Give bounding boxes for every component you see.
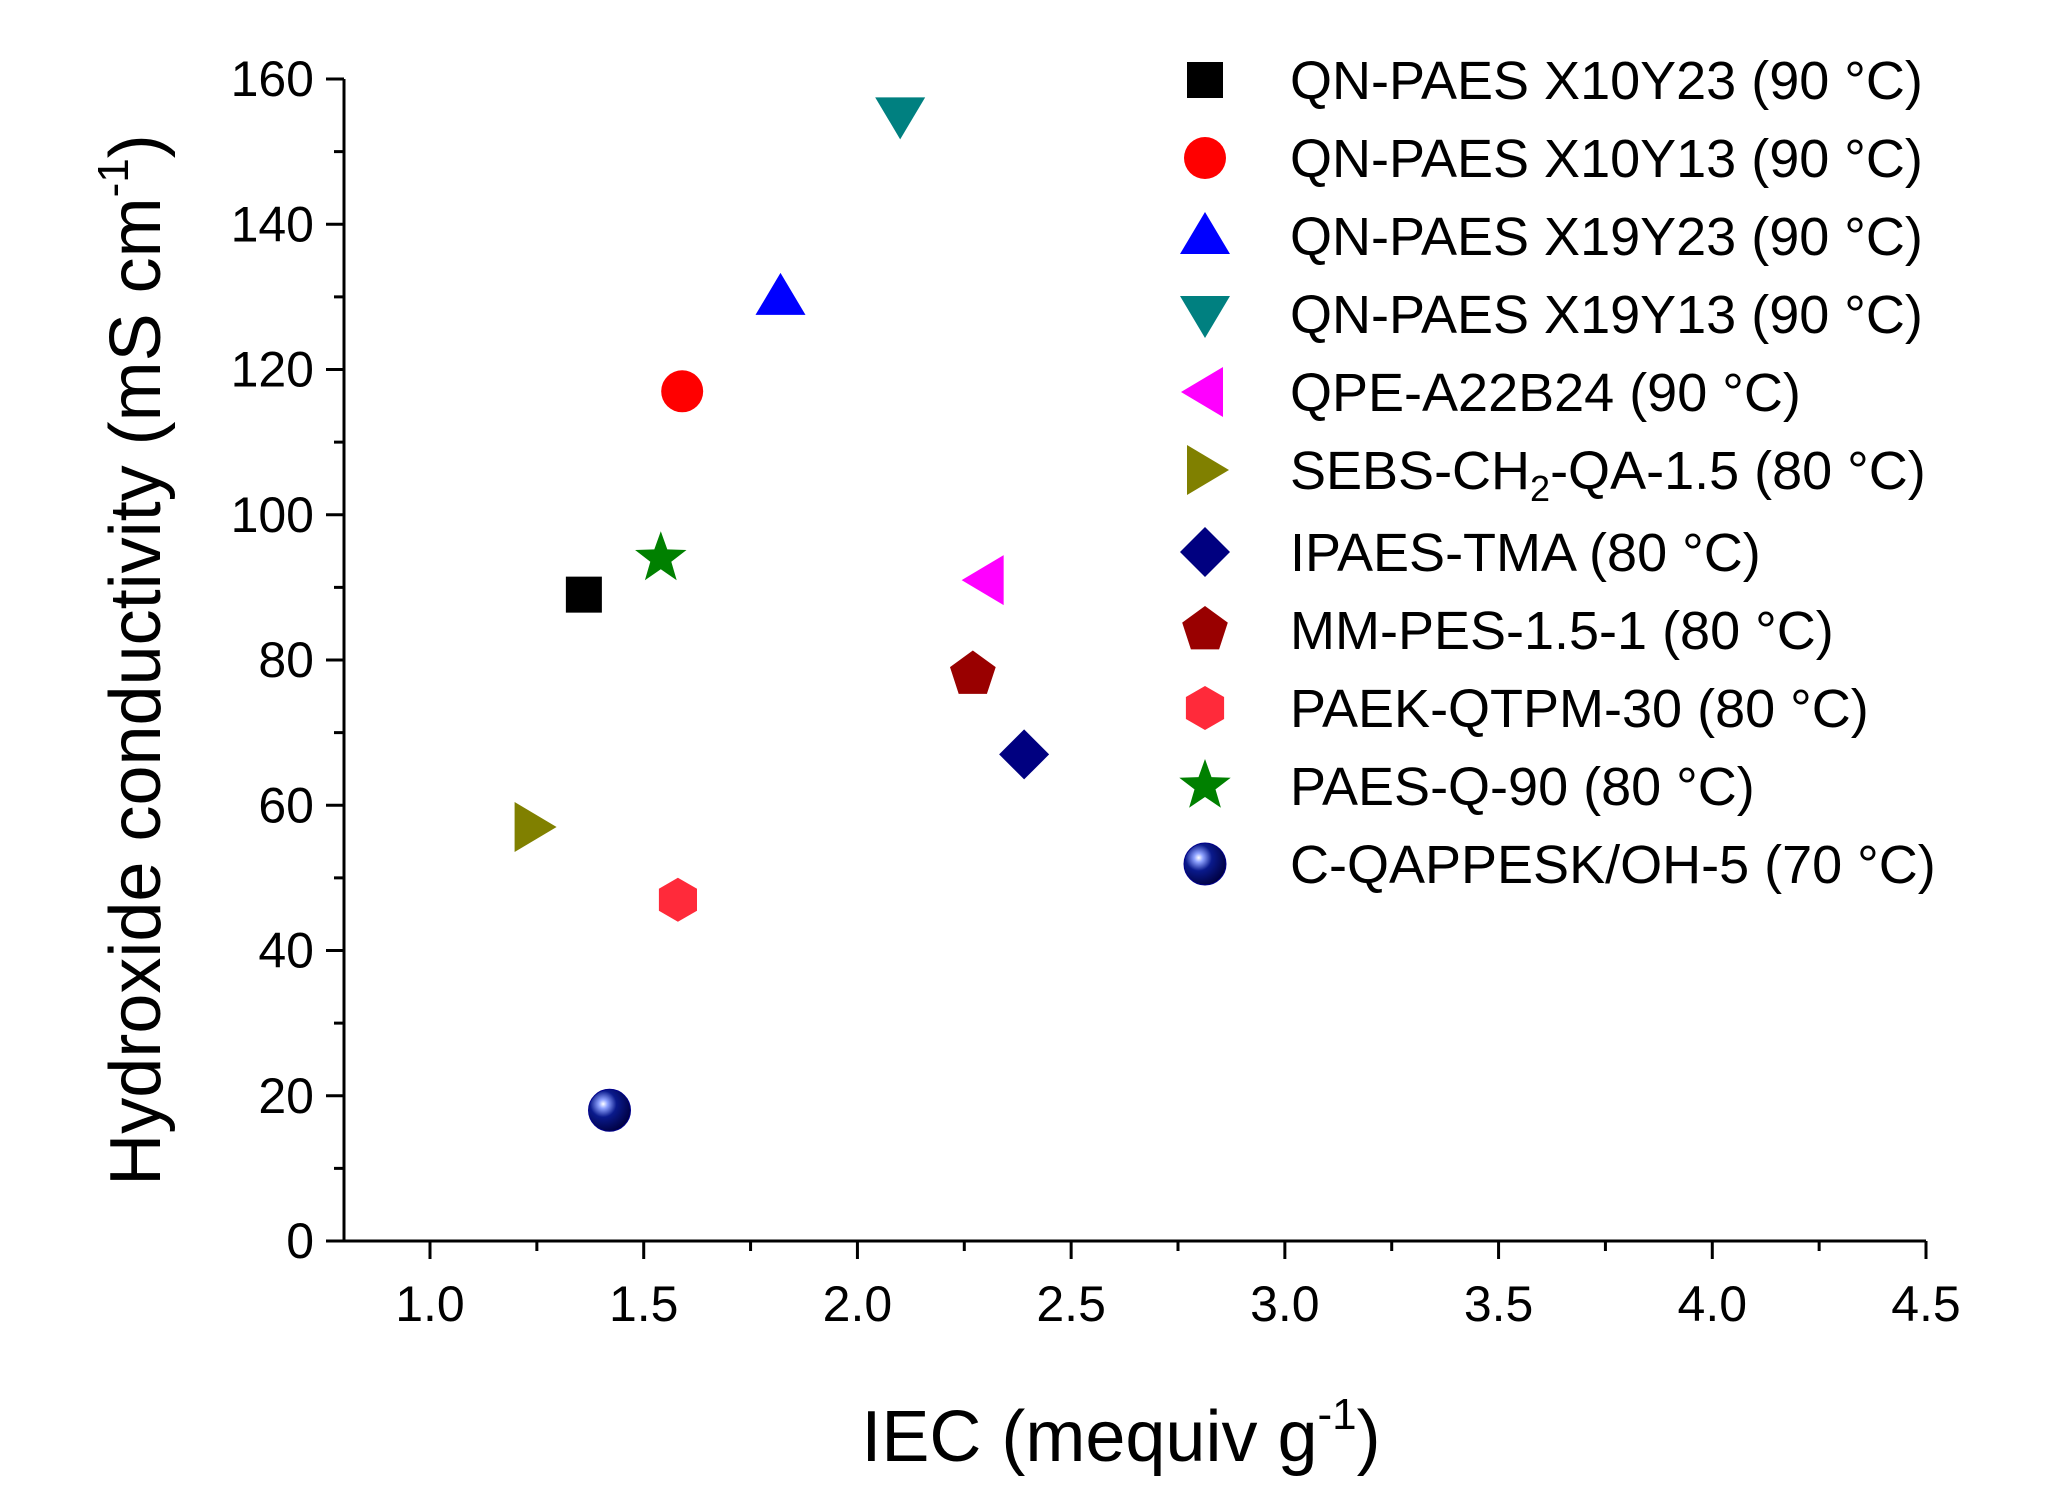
x-axis-title-end: )	[1357, 1397, 1381, 1477]
x-tick-label: 2.5	[1036, 1276, 1106, 1332]
legend-label: QN-PAES X19Y13 (90 °C)	[1290, 285, 1923, 345]
data-point-triangle-right	[514, 802, 557, 853]
legend-marker-pentagon	[1182, 606, 1228, 650]
legend-label: PAES-Q-90 (80 °C)	[1290, 757, 1755, 817]
legend-marker-triangle-right	[1187, 445, 1229, 495]
x-axis-title: IEC (mequiv g-1)	[861, 1390, 1380, 1477]
x-tick-label: 3.5	[1464, 1276, 1534, 1332]
y-tick-label: 60	[258, 777, 314, 833]
legend-marker-diamond	[1180, 527, 1230, 577]
legend-label-end: -QA-1.5 (80 °C)	[1550, 441, 1926, 501]
legend-label: QN-PAES X10Y13 (90 °C)	[1290, 129, 1923, 189]
x-tick-label: 2.0	[823, 1276, 893, 1332]
data-point-pentagon	[950, 650, 996, 694]
legend: QN-PAES X10Y23 (90 °C) QN-PAES X10Y13 (90…	[1179, 51, 1936, 895]
y-tick-label: 100	[231, 487, 314, 543]
data-point-diamond	[999, 729, 1050, 780]
legend-label: SEBS-CH2-QA-1.5 (80 °C)	[1290, 441, 1926, 509]
data-point-star	[635, 531, 687, 581]
x-axis-title-superscript: -1	[1318, 1390, 1357, 1439]
data-point-sphere	[588, 1088, 632, 1132]
legend-label-subscript: 2	[1530, 468, 1550, 509]
y-ticks: 0 20 40 60 80 100 120 140 160	[231, 51, 344, 1269]
legend-label: QN-PAES X10Y23 (90 °C)	[1290, 51, 1923, 111]
y-axis-title-end: )	[96, 134, 176, 158]
y-tick-label: 0	[286, 1213, 314, 1269]
legend-marker-triangle-up	[1180, 212, 1230, 254]
data-point-triangle-left	[961, 555, 1004, 606]
legend-label-main: SEBS-CH	[1290, 441, 1530, 501]
y-tick-label: 120	[231, 342, 314, 398]
x-tick-label: 1.0	[395, 1276, 465, 1332]
legend-label: IPAES-TMA (80 °C)	[1290, 523, 1761, 583]
legend-marker-hexagon	[1185, 686, 1225, 730]
y-tick-label: 40	[258, 923, 314, 979]
legend-label: QN-PAES X19Y23 (90 °C)	[1290, 207, 1923, 267]
data-points	[514, 97, 1050, 1132]
x-tick-label: 4.0	[1678, 1276, 1748, 1332]
y-tick-label: 160	[231, 51, 314, 107]
legend-marker-triangle-left	[1181, 367, 1223, 417]
data-point-triangle-up	[755, 272, 806, 315]
data-point-triangle-down	[875, 97, 926, 140]
y-axis-title-superscript: -1	[89, 158, 138, 197]
legend-marker-square	[1187, 62, 1223, 98]
legend-label: MM-PES-1.5-1 (80 °C)	[1290, 601, 1834, 661]
data-point-circle	[661, 370, 704, 413]
data-point-square	[565, 576, 602, 613]
x-tick-label: 3.0	[1250, 1276, 1320, 1332]
y-tick-label: 20	[258, 1068, 314, 1124]
data-point-hexagon	[658, 877, 697, 922]
y-tick-label: 140	[231, 196, 314, 252]
legend-label: PAEK-QTPM-30 (80 °C)	[1290, 679, 1869, 739]
legend-marker-triangle-down	[1180, 296, 1230, 338]
legend-marker-star	[1179, 759, 1231, 808]
x-tick-label: 1.5	[609, 1276, 679, 1332]
x-ticks: 1.0 1.5 2.0 2.5 3.0 3.5 4.0 4.5	[395, 1241, 1961, 1332]
legend-label: QPE-A22B24 (90 °C)	[1290, 363, 1801, 423]
legend-marker-circle	[1184, 137, 1226, 179]
y-tick-label: 80	[258, 632, 314, 688]
legend-label: C-QAPPESK/OH-5 (70 °C)	[1290, 835, 1936, 895]
y-axis-title: Hydroxide conductivity (mS cm-1)	[89, 134, 176, 1185]
x-tick-label: 4.5	[1891, 1276, 1961, 1332]
legend-marker-sphere	[1183, 842, 1227, 886]
